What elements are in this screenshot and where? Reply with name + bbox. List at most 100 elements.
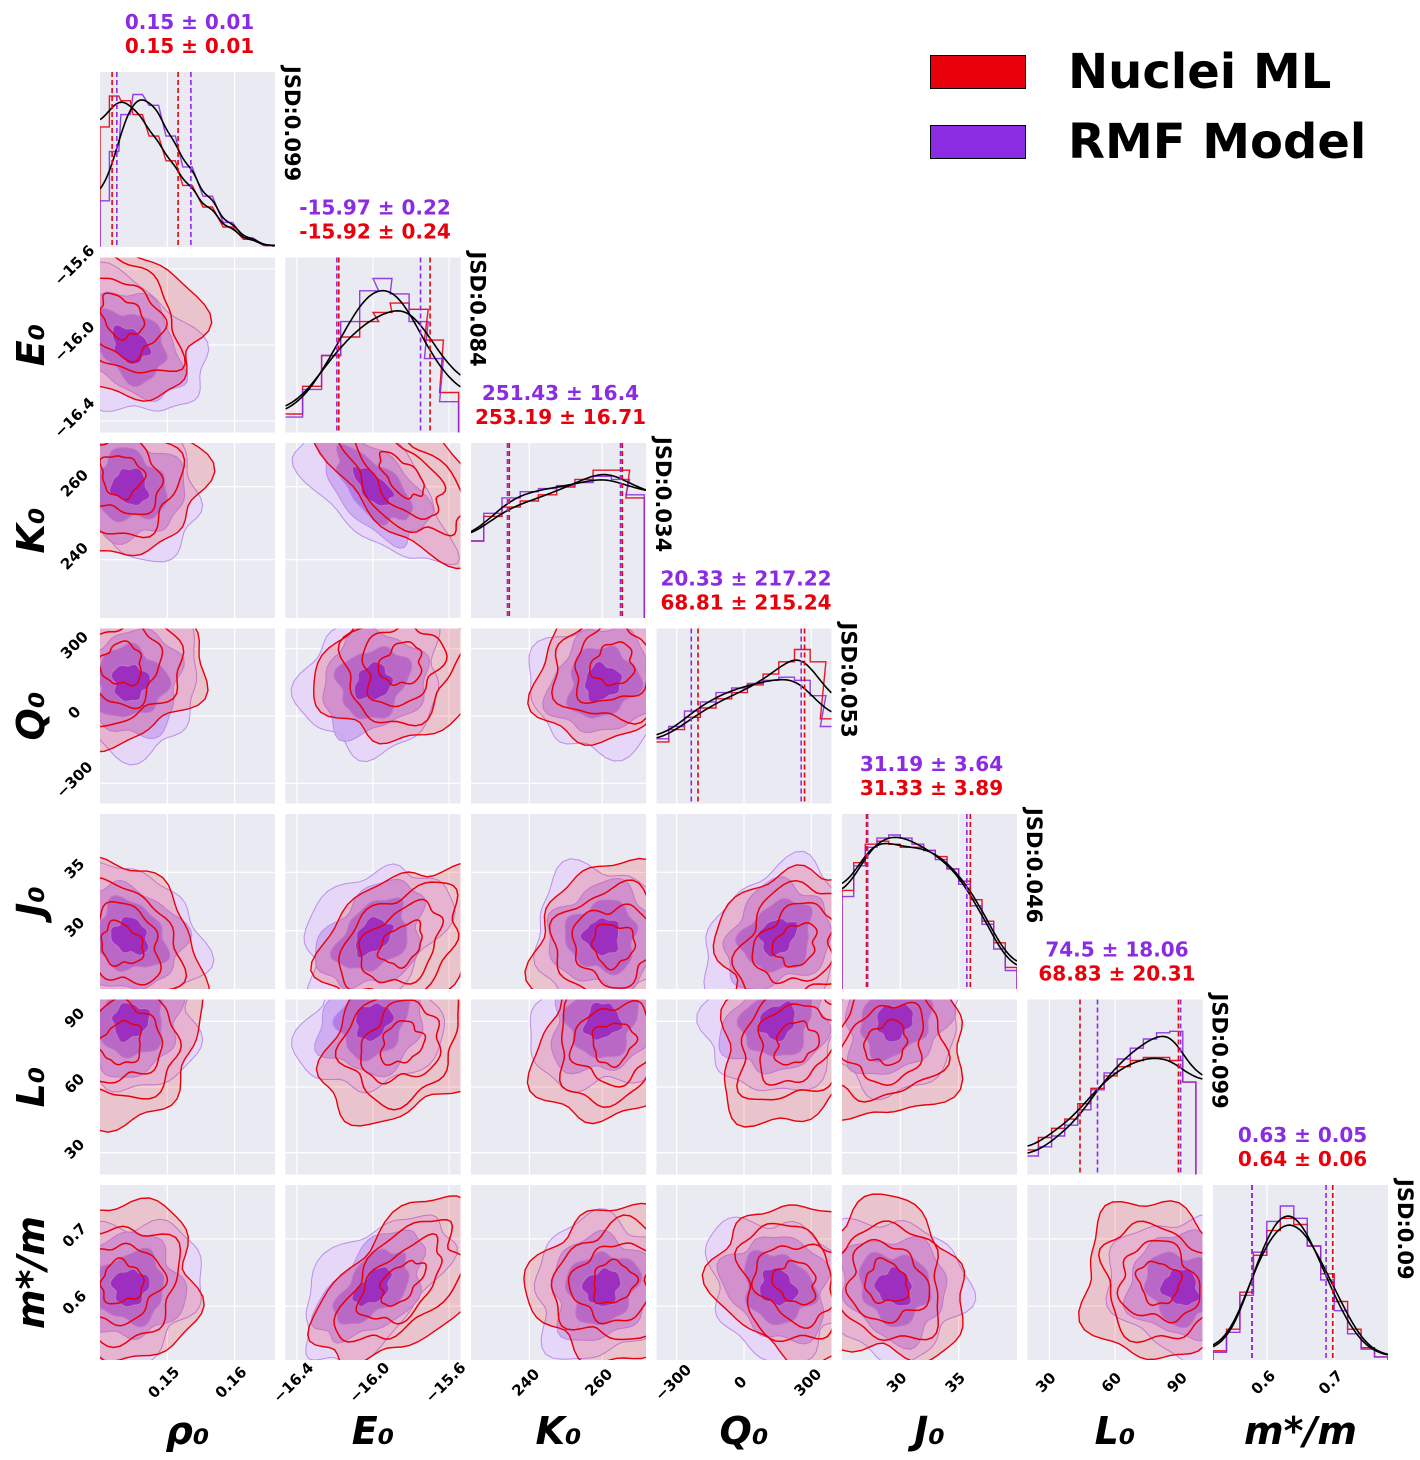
legend: Nuclei ML RMF Model (930, 36, 1400, 166)
jsd-label: JSD:0.099 (1208, 992, 1232, 1109)
stat-label-rmf: 0.63 ± 0.05 (1238, 1123, 1367, 1147)
contour-panel-6-1: −16.4 −16.0 −15.6 E₀ (269, 1185, 469, 1453)
contour-ml-level-1 (361, 628, 448, 708)
contour-ml-level-2 (100, 1257, 145, 1305)
contour-ml-level-0 (731, 879, 832, 989)
contour-ml-outer (526, 999, 646, 1125)
contour-ml-level-2 (589, 641, 636, 687)
contour-ml-level-1 (1116, 1239, 1201, 1324)
jsd-label: JSD:0.09 (1393, 1177, 1417, 1280)
contour-rmf-level-3 (110, 916, 150, 956)
contour-ml-level-1 (354, 443, 447, 521)
contour-ml-level-2 (100, 640, 143, 687)
x-tick-label: 300 (790, 1365, 825, 1400)
y-tick-label: 90 (61, 1004, 88, 1031)
contour-ml-level-2 (773, 1020, 820, 1066)
jsd-label: JSD:0.084 (466, 250, 490, 367)
y-tick-label: 0.6 (59, 1287, 91, 1319)
y-tick-label: −15.6 (51, 241, 99, 289)
contour-ml-level-1 (100, 1242, 169, 1327)
x-tick-label: 30 (883, 1369, 910, 1396)
kde-curve-rmf (656, 678, 832, 736)
contour-ml-level-2 (100, 1019, 143, 1066)
kde-curve-ml (1027, 1057, 1203, 1147)
contour-ml-level-0 (337, 628, 461, 727)
stat-label-ml: 0.15 ± 0.01 (125, 34, 254, 58)
jsd-label: JSD:0.053 (837, 621, 861, 738)
kde-curve-ml (656, 659, 832, 739)
contour-ml-level-2 (863, 1257, 910, 1305)
y-tick-label: 0 (64, 702, 84, 722)
contour-ml-level-1 (574, 628, 646, 705)
y-axis-label: K₀ (9, 507, 53, 553)
x-axis-label: ρ₀ (166, 1409, 210, 1453)
stat-label-rmf: 251.43 ± 16.4 (482, 381, 639, 405)
contour-ml-level-1 (100, 901, 162, 986)
contour-ml-level-0 (100, 628, 185, 728)
contour-ml-level-2 (590, 923, 637, 971)
contour-ml-outer (524, 857, 646, 989)
contour-ml-level-2 (100, 919, 145, 968)
y-tick-label: 30 (61, 1135, 88, 1162)
contour-panel-5-2 (471, 999, 646, 1175)
contour-rmf-level-3 (579, 917, 620, 957)
contour-ml-level-0 (333, 1218, 461, 1343)
histogram-rmf (285, 277, 460, 433)
contour-ml-level-1 (757, 1003, 832, 1086)
contour-ml-level-1 (568, 1000, 646, 1088)
x-tick-label: 240 (508, 1365, 543, 1400)
x-axis-label: Q₀ (720, 1409, 769, 1453)
panel-background (471, 443, 646, 618)
contour-ml-level-1 (844, 1238, 931, 1324)
y-tick-label: 300 (57, 628, 92, 663)
legend-swatch-rmf-model (930, 125, 1026, 159)
contour-ml-level-0 (338, 881, 460, 989)
contour-ml-level-1 (100, 443, 165, 516)
contour-ml-outer (100, 1197, 205, 1360)
contour-ml-level-2 (591, 1022, 639, 1069)
panel-background (1213, 1185, 1388, 1360)
contour-ml-level-2 (100, 455, 147, 501)
contour-ml-level-0 (842, 1220, 939, 1342)
stat-label-rmf: 0.15 ± 0.01 (125, 10, 254, 34)
contour-panel-5-0: 30 60 90 L₀ (9, 999, 275, 1175)
contour-rmf-level-3 (757, 1000, 796, 1043)
contour-ml-level-1 (567, 1242, 646, 1325)
contour-panel-6-5: 30 60 90 L₀ (1027, 1185, 1203, 1453)
contour-rmf-level-3 (1159, 1267, 1201, 1307)
contour-panel-4-3 (656, 814, 832, 989)
contour-ml-level-0 (334, 999, 460, 1111)
contour-ml-level-0 (338, 443, 461, 537)
x-axis-label: J₀ (907, 1409, 945, 1453)
contour-panel-2-1 (285, 443, 461, 618)
x-tick-label: 0.6 (1248, 1367, 1280, 1399)
contour-ml-outer (719, 999, 832, 1128)
contour-ml-level-2 (378, 450, 426, 500)
contour-rmf-level-3 (876, 1002, 914, 1043)
contour-ml-level-2 (592, 1258, 640, 1305)
contour-panel-6-4: 30 35 J₀ (842, 1185, 1017, 1453)
x-axis-label: K₀ (535, 1409, 581, 1453)
diagonal-panel-6: 0.63 ± 0.050.64 ± 0.06 JSD:0.09 0.6 0.7 m*/m (1213, 1123, 1417, 1453)
x-tick-label: 60 (1098, 1369, 1125, 1396)
contour-ml-level-1 (358, 898, 445, 985)
stat-label-rmf: 74.5 ± 18.06 (1045, 938, 1188, 962)
x-tick-label: 0 (730, 1372, 750, 1392)
diagonal-panel-1: -15.97 ± 0.22-15.92 ± 0.24 JSD:0.084 (285, 196, 490, 433)
contour-ml-level-0 (100, 1225, 182, 1349)
diagonal-panel-0: 0.15 ± 0.010.15 ± 0.01 JSD:0.099 (100, 10, 304, 247)
contour-ml-level-1 (100, 999, 164, 1084)
contour-ml-level-2 (379, 1020, 427, 1066)
x-tick-label: −16.4 (269, 1359, 317, 1407)
contour-ml-level-1 (360, 999, 442, 1085)
contour-panel-6-3: −300 0 300 Q₀ (651, 1185, 832, 1453)
y-tick-label: −300 (53, 758, 97, 802)
y-tick-label: 0.7 (59, 1220, 91, 1252)
contour-rmf-level-3 (353, 661, 394, 701)
